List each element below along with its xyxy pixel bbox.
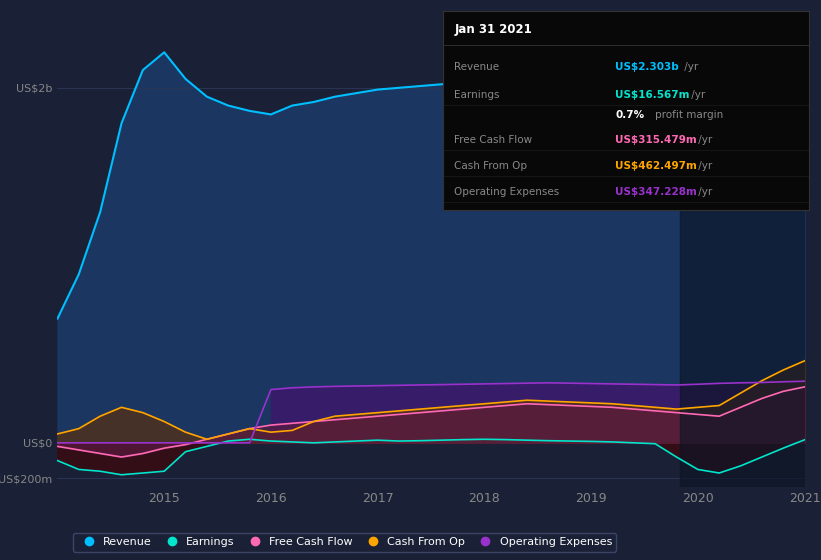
Text: US$462.497m: US$462.497m [615,161,697,171]
Text: /yr: /yr [695,136,713,146]
Text: Free Cash Flow: Free Cash Flow [454,136,533,146]
Text: US$2.303b: US$2.303b [615,62,679,72]
Text: Jan 31 2021: Jan 31 2021 [454,23,532,36]
Text: Cash From Op: Cash From Op [454,161,527,171]
Text: /yr: /yr [681,62,698,72]
Legend: Revenue, Earnings, Free Cash Flow, Cash From Op, Operating Expenses: Revenue, Earnings, Free Cash Flow, Cash … [73,533,617,552]
Text: US$347.228m: US$347.228m [615,187,697,197]
Text: /yr: /yr [688,90,705,100]
Text: profit margin: profit margin [655,110,723,120]
Bar [680,17,810,487]
Text: Earnings: Earnings [454,90,500,100]
Text: 0.7%: 0.7% [615,110,644,120]
Text: US$315.479m: US$315.479m [615,136,697,146]
Text: /yr: /yr [695,187,713,197]
Text: /yr: /yr [695,161,713,171]
Text: Revenue: Revenue [454,62,499,72]
Text: US$16.567m: US$16.567m [615,90,690,100]
Text: Operating Expenses: Operating Expenses [454,187,560,197]
